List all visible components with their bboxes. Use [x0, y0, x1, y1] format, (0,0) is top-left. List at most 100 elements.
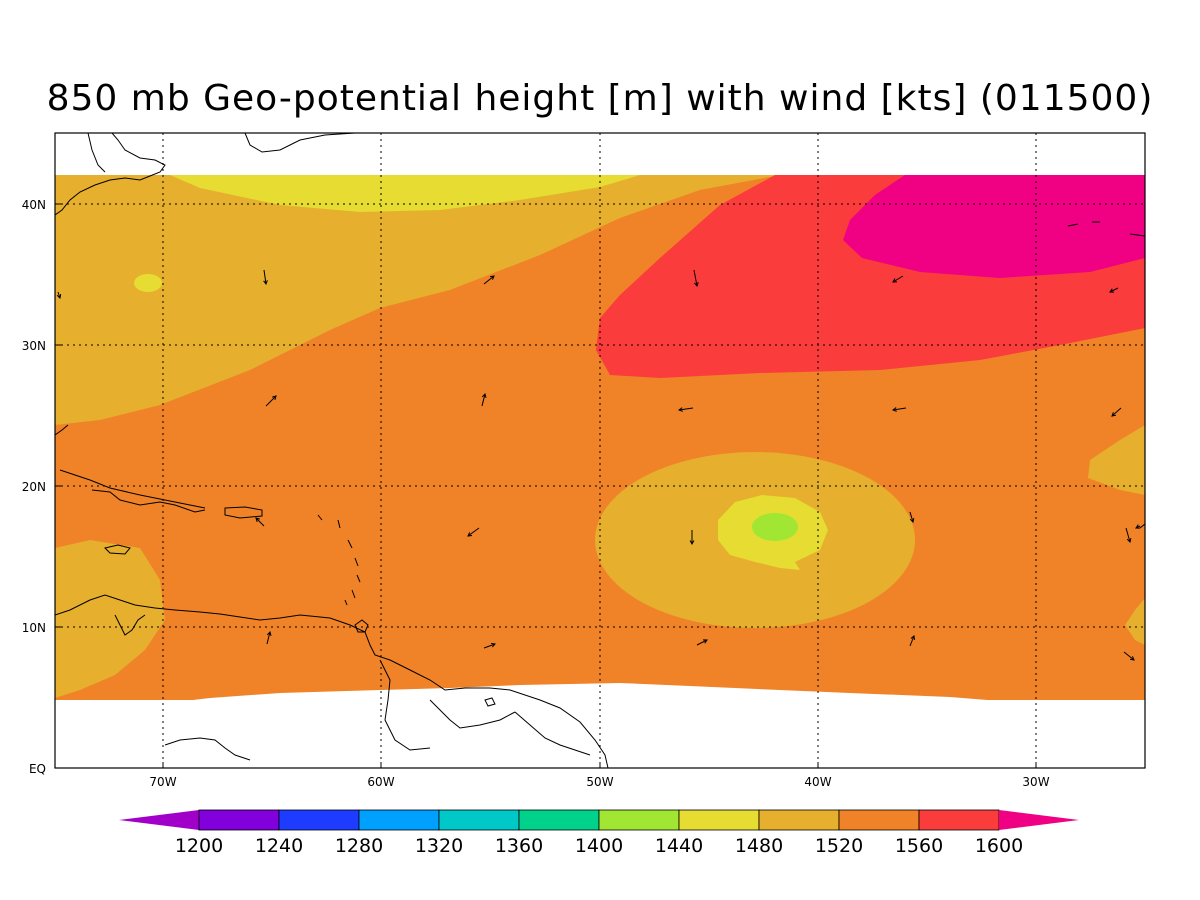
colorbar-segment — [358, 809, 440, 831]
colorbar-label: 1520 — [815, 835, 863, 857]
wind-arrow-head — [272, 395, 277, 400]
wind-arrow-head — [909, 517, 915, 523]
wind-arrow-head — [677, 407, 683, 412]
wind-arrow — [1123, 651, 1135, 661]
wind-arrow-head — [1135, 524, 1141, 529]
coastline-yucatan — [55, 424, 69, 436]
wind-arrow-head — [1111, 412, 1117, 417]
wind-arrow-head — [891, 407, 897, 412]
colorbar-label: 1400 — [575, 835, 623, 857]
wind-arrow-head — [689, 540, 695, 546]
wind-arrow — [57, 291, 61, 299]
wind-arrow-head — [56, 293, 62, 299]
wind-arrow — [678, 407, 694, 411]
wind-arrow-head — [263, 280, 268, 286]
colorbar-label: 1560 — [895, 835, 943, 857]
coastline-trinidad — [354, 619, 369, 633]
wind-arrow — [892, 407, 907, 411]
wind-arrow — [483, 275, 495, 285]
coastlines — [55, 133, 1145, 768]
wind-arrow — [483, 643, 496, 649]
wind-arrow-head — [694, 282, 699, 288]
wind-arrow — [696, 639, 708, 646]
wind-arrow — [255, 517, 265, 527]
coastline-maine — [87, 133, 106, 173]
wind-arrow-head — [255, 517, 260, 522]
colorbar-label: 1440 — [655, 835, 703, 857]
wind-arrow — [693, 269, 698, 287]
colorbar-segment — [198, 809, 280, 831]
field-1520-west — [55, 540, 165, 698]
wind-arrow — [263, 269, 267, 285]
axis-ticks — [55, 203, 1037, 769]
coastline-cuba — [59, 469, 206, 509]
coastline-hispaniola — [91, 489, 206, 513]
colorbar-label: 1280 — [335, 835, 383, 857]
wind-arrow — [467, 527, 480, 537]
wind-arrow-head — [481, 392, 487, 398]
coastline-jamaica — [104, 544, 131, 555]
y-tick-label: 20N — [22, 480, 46, 494]
colorbar-segment — [119, 810, 199, 830]
y-tick-label: 30N — [22, 339, 46, 353]
wind-arrow-head — [489, 275, 495, 280]
wind-arrow-head — [490, 642, 496, 648]
field-1520-band — [55, 175, 780, 425]
wind-vectors — [56, 269, 1141, 661]
coastline-orinoco — [379, 659, 431, 751]
map-title: 850 mb Geo-potential height [m] with win… — [46, 78, 1154, 119]
wind-arrow-head — [910, 635, 915, 641]
y-tick-label: EQ — [29, 762, 46, 776]
field-1520-east-2 — [1125, 598, 1145, 645]
wind-arrow — [1111, 407, 1122, 417]
wind-arrow — [892, 275, 904, 283]
wind-arrow — [909, 635, 915, 647]
wind-arrow — [1125, 527, 1131, 543]
wind-arrow-head — [467, 532, 473, 537]
colorbar-labels: 1200 1240 1280 1320 1360 1400 1440 1480 … — [175, 835, 1023, 857]
wind-arrow-head — [1126, 537, 1132, 544]
x-tick-label: 40W — [804, 775, 831, 789]
colorbar-segment — [438, 809, 520, 831]
coastline-guyana — [429, 699, 516, 729]
wind-arrow — [481, 393, 486, 407]
field-1480-spot — [134, 274, 162, 292]
wind-arrow — [1109, 287, 1119, 293]
map-plot-area — [55, 133, 1145, 768]
colorbar-label: 1360 — [495, 835, 543, 857]
coastline-puerto-rico — [224, 506, 263, 519]
colorbar-segment — [518, 809, 600, 831]
colorbar-segment — [598, 809, 680, 831]
wind-arrow — [909, 511, 914, 523]
colorbar-label: 1320 — [415, 835, 463, 857]
lesser-antilles — [317, 514, 361, 606]
colorbar-segment — [278, 809, 360, 831]
wind-arrow-head — [1109, 288, 1115, 293]
colorbar-segment — [678, 809, 760, 831]
coastline-colombia — [164, 737, 251, 761]
wind-arrow-head — [702, 639, 708, 644]
x-tick-label: 50W — [586, 775, 613, 789]
x-tick-label: 30W — [1022, 775, 1049, 789]
azores-islands — [1067, 221, 1145, 237]
wind-arrow — [266, 631, 271, 645]
colorbar-label: 1600 — [975, 835, 1023, 857]
y-tick-label: 40N — [22, 198, 46, 212]
colorbar-label: 1480 — [735, 835, 783, 857]
y-tick-label: 10N — [22, 621, 46, 635]
wind-arrow-head — [266, 630, 272, 636]
colorbar-label: 1240 — [255, 835, 303, 857]
colorbar-segment — [918, 809, 1000, 831]
field-1480-band — [170, 175, 640, 212]
colorbar-label: 1200 — [175, 835, 223, 857]
coastline-south-america — [55, 594, 609, 768]
wind-arrow-head — [892, 278, 898, 283]
colorbar — [119, 809, 1079, 831]
field-1520-east — [1088, 425, 1145, 495]
wind-arrow-head — [1129, 656, 1135, 661]
coastline-brazil-north — [514, 711, 591, 756]
x-tick-label: 60W — [367, 775, 394, 789]
x-tick-label: 70W — [149, 775, 176, 789]
colorbar-segment — [999, 810, 1079, 830]
missing-data-region — [55, 683, 1145, 768]
